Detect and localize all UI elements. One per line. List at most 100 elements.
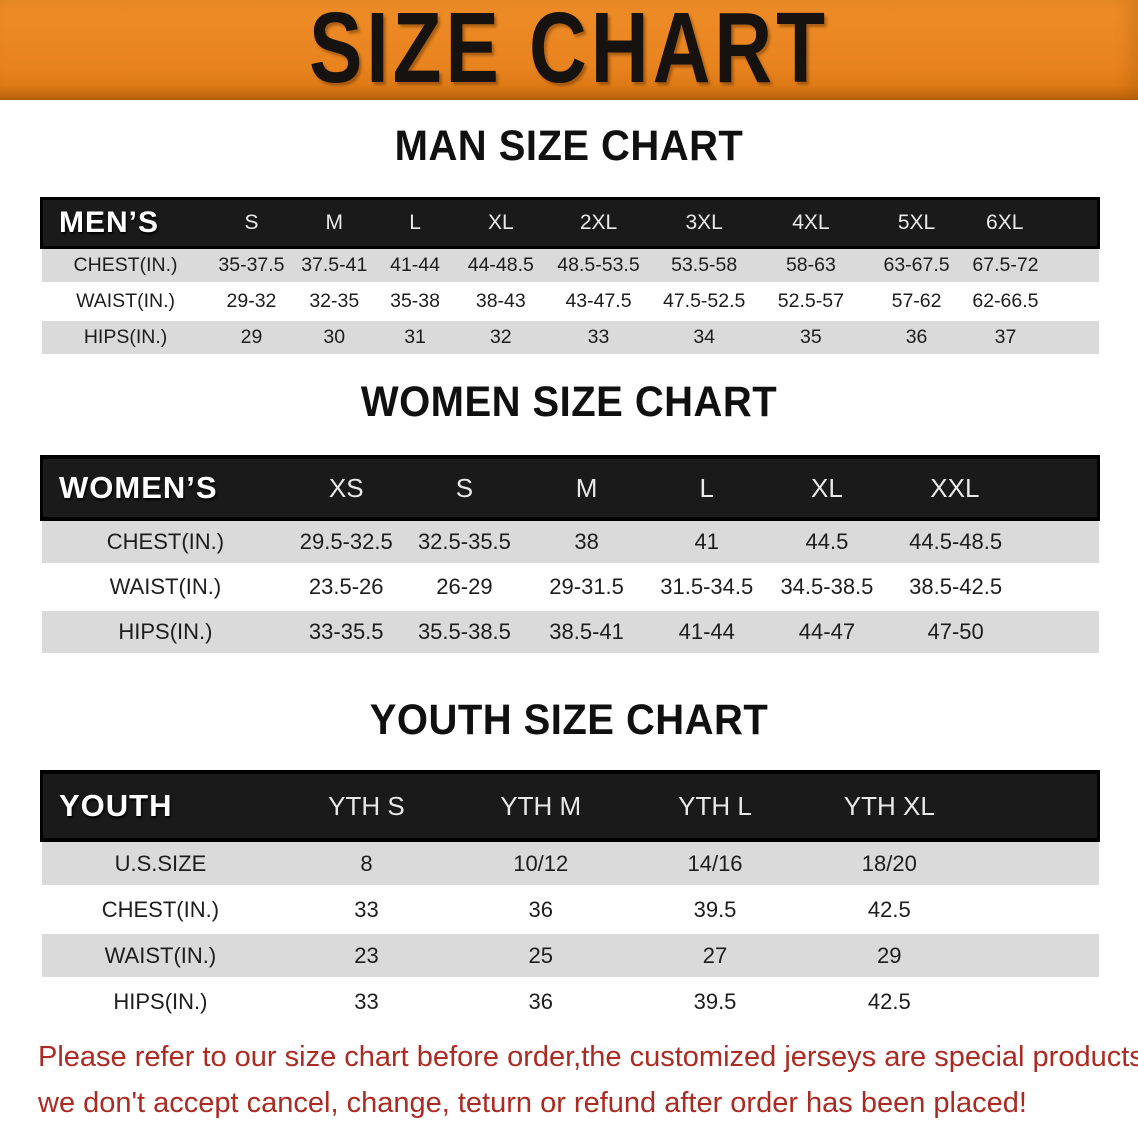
size-value-cell: 44.5 [766,519,888,566]
size-column-header: XL [454,197,547,249]
table-row: HIPS(IN.) 33 36 39.5 42.5 [41,978,1099,1026]
size-value-cell: 30 [293,319,376,357]
banner: SIZE CHART [0,0,1138,100]
table-row: HIPS(IN.) 29 30 31 32 33 34 35 36 37 [41,319,1099,357]
size-column-header: XS [289,455,404,521]
women-size-table: WOMEN’S XS S M L XL XXL CHEST(IN.) 29.5-32.5 32.5… [40,455,1100,656]
size-column-header: S [209,197,294,249]
youth-section-heading: YOUTH SIZE CHART [369,696,769,744]
size-value-cell: 18/20 [802,840,977,888]
size-value-cell: 35-38 [375,283,455,321]
table-header-row: YOUTH YTH S YTH M YTH L YTH XL [40,770,1101,842]
size-value-cell: 57-62 [863,283,970,321]
size-value-cell: 36 [453,978,628,1026]
table-row: HIPS(IN.) 33-35.5 35.5-38.5 38.5-41 41-44 44-… [41,609,1099,656]
size-value-cell: 38.5-41 [525,609,648,656]
filler-cell [976,770,1101,842]
size-value-cell: 23.5-26 [289,564,404,611]
size-value-cell: 43-47.5 [546,283,651,321]
size-column-header: L [375,197,455,249]
size-value-cell: 34 [650,319,759,357]
size-value-cell: 42.5 [802,978,977,1026]
table-row: WAIST(IN.) 23 25 27 29 [41,932,1099,980]
size-value-cell: 38 [525,519,648,566]
size-value-cell: 14/16 [627,840,803,888]
footer-line-1: Please refer to our size chart before or… [38,1041,1138,1073]
size-value-cell: 29 [802,932,977,980]
row-label: WAIST(IN.) [41,932,280,980]
size-value-cell: 39.5 [627,978,803,1026]
size-value-cell: 35-37.5 [209,247,294,285]
size-column-header: 4XL [758,197,864,249]
youth-size-table-wrap: YOUTH YTH S YTH M YTH L YTH XL U.S.SIZE 8 10/12… [40,770,1101,1026]
size-value-cell: 41 [647,519,767,566]
row-label: WAIST(IN.) [41,564,290,611]
size-value-cell: 34.5-38.5 [766,564,888,611]
size-value-cell: 47.5-52.5 [650,283,759,321]
size-column-header: 2XL [546,197,651,249]
size-value-cell: 44.5-48.5 [887,519,1099,566]
size-value-cell: 37.5-41 [293,247,376,285]
size-value-cell: 8 [279,840,454,888]
size-column-header: 3XL [650,197,759,249]
filler-cell [976,932,1099,980]
size-value-cell: 23 [279,932,454,980]
size-column-header: YTH L [627,770,803,842]
filler-cell [976,886,1099,934]
row-label: CHEST(IN.) [41,519,290,566]
size-value-cell: 42.5 [802,886,977,934]
size-value-cell: 31.5-34.5 [647,564,767,611]
size-column-header: 5XL [863,197,970,249]
size-column-header: YTH XL [802,770,977,842]
table-header-row: WOMEN’S XS S M L XL XXL [40,455,1100,521]
table-row: WAIST(IN.) 23.5-26 26-29 29-31.5 31.5-34.5 34… [41,564,1099,611]
size-value-cell: 29-31.5 [525,564,648,611]
filler-cell [976,978,1099,1026]
filler-cell [976,840,1099,888]
table-corner-label: MEN’S [39,197,210,249]
size-column-header: M [525,455,648,521]
size-value-cell: 53.5-58 [650,247,759,285]
size-column-header: YTH S [279,770,454,842]
size-value-cell: 38.5-42.5 [887,564,1099,611]
size-value-cell: 32-35 [293,283,376,321]
size-column-header: 6XL [969,197,1101,249]
size-column-header: YTH M [453,770,628,842]
table-header-row: MEN’S S M L XL 2XL 3XL 4XL 5XL 6XL [39,197,1101,249]
size-value-cell: 44-48.5 [454,247,547,285]
size-value-cell: 29 [209,319,294,357]
size-column-header: XXL [887,455,1100,521]
size-value-cell: 27 [627,932,803,980]
size-value-cell: 33 [279,978,454,1026]
table-row: CHEST(IN.) 35-37.5 37.5-41 41-44 44-48.5 48.5… [41,247,1099,285]
row-label: HIPS(IN.) [41,609,290,656]
size-value-cell: 32 [454,319,547,357]
size-value-cell: 36 [863,319,970,357]
men-size-table: MEN’S S M L XL 2XL 3XL 4XL 5XL 6XL CHEST(IN.) 35-37… [39,197,1101,357]
size-value-cell: 32.5-35.5 [403,519,526,566]
size-value-cell: 37 [969,319,1099,357]
row-label: HIPS(IN.) [41,978,280,1026]
size-value-cell: 33 [279,886,454,934]
size-value-cell: 36 [453,886,628,934]
size-value-cell: 41-44 [375,247,455,285]
row-label: CHEST(IN.) [41,247,210,285]
size-value-cell: 48.5-53.5 [546,247,651,285]
size-value-cell: 39.5 [627,886,803,934]
men-section-heading: MAN SIZE CHART [394,122,744,170]
row-label: CHEST(IN.) [41,886,280,934]
size-value-cell: 25 [453,932,628,980]
size-value-cell: 33-35.5 [289,609,404,656]
size-value-cell: 41-44 [647,609,767,656]
row-label: WAIST(IN.) [41,283,210,321]
page-title: SIZE CHART [309,0,829,104]
size-value-cell: 62-66.5 [969,283,1099,321]
table-corner-label: WOMEN’S [40,455,290,521]
size-value-cell: 33 [546,319,651,357]
size-value-cell: 31 [375,319,455,357]
size-value-cell: 63-67.5 [863,247,970,285]
size-value-cell: 35.5-38.5 [403,609,526,656]
size-value-cell: 35 [758,319,864,357]
size-column-header: M [293,197,376,249]
